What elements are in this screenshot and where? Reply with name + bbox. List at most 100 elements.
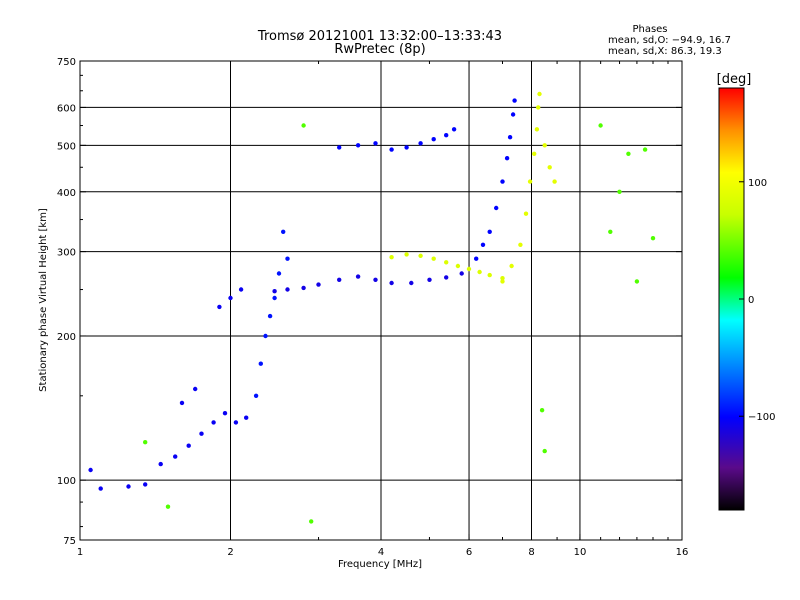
data-point: [542, 448, 547, 454]
data-point: [272, 295, 277, 301]
data-point: [228, 295, 233, 301]
data-point: [510, 112, 516, 117]
data-point: [337, 145, 342, 150]
data-point: [507, 135, 513, 140]
data-point: [281, 229, 286, 234]
data-point: [536, 105, 541, 110]
data-point: [409, 280, 414, 286]
data-point: [301, 123, 306, 128]
phase-mean-x: mean, sd,X: 86.3, 19.3: [608, 46, 722, 57]
data-point: [512, 98, 517, 103]
data-point: [598, 123, 603, 128]
y-tick-label: 200: [57, 332, 76, 343]
data-point: [158, 461, 163, 467]
data-point: [444, 260, 449, 265]
data-point: [487, 229, 492, 234]
data-point: [494, 205, 499, 211]
data-point: [431, 256, 436, 261]
data-point: [431, 137, 436, 142]
x-axis-ticks: 1 2 4 6 8 10 16: [77, 61, 689, 558]
gridlines: [80, 61, 682, 540]
data-point: [267, 313, 273, 319]
data-point: [534, 127, 540, 132]
data-point: [634, 279, 640, 284]
data-point: [466, 266, 472, 272]
data-point: [165, 504, 171, 509]
data-point: [238, 287, 244, 292]
chart-subtitle: RwPretec (8p): [334, 42, 425, 57]
data-point: [337, 277, 342, 282]
data-point: [617, 189, 622, 194]
colorbar-tick-label: 0: [748, 295, 754, 306]
data-point: [88, 467, 93, 473]
data-point: [642, 147, 648, 152]
y-tick-label: 300: [57, 248, 76, 259]
data-point: [285, 287, 290, 292]
data-point: [626, 151, 631, 156]
data-point: [404, 252, 409, 257]
data-point: [537, 91, 542, 97]
data-point: [504, 156, 510, 161]
y-tick-label: 600: [57, 103, 76, 114]
x-tick-label: 2: [227, 547, 233, 558]
data-point: [126, 484, 131, 489]
data-point: [285, 256, 290, 261]
data-point: [527, 179, 533, 184]
colorbar-label: [deg]: [717, 72, 752, 87]
data-point: [487, 272, 492, 278]
data-point: [500, 279, 505, 284]
data-point: [444, 275, 449, 280]
scatter-points: [88, 91, 656, 524]
x-tick-label: 8: [528, 547, 534, 558]
data-point: [518, 242, 523, 247]
data-point: [539, 408, 545, 413]
phase-heading: Phases: [632, 24, 667, 35]
data-point: [418, 141, 423, 146]
data-point: [233, 420, 239, 425]
data-point: [542, 143, 547, 148]
data-point: [244, 415, 249, 420]
data-point: [532, 151, 537, 156]
y-axis-label: Stationary phase Virtual Height [km]: [38, 208, 49, 392]
data-point: [199, 431, 204, 436]
y-tick-label: 500: [57, 141, 76, 152]
data-point: [389, 280, 394, 286]
y-tick-label: 75: [63, 536, 76, 547]
x-tick-label: 16: [676, 547, 689, 558]
colorbar-tick-label: 100: [748, 178, 767, 189]
data-point: [451, 127, 457, 132]
data-point: [444, 133, 449, 138]
data-point: [373, 277, 378, 282]
colorbar-ticks: 100 0 −100: [739, 178, 775, 423]
data-point: [309, 519, 314, 524]
data-point: [500, 179, 505, 184]
x-tick-label: 1: [77, 547, 83, 558]
data-point: [98, 486, 103, 491]
data-point: [474, 256, 479, 261]
data-point: [373, 141, 378, 146]
data-point: [253, 393, 259, 398]
data-point: [179, 400, 185, 406]
data-point: [427, 277, 432, 282]
data-point: [258, 361, 263, 366]
data-point: [459, 271, 464, 276]
y-tick-label: 750: [57, 57, 76, 68]
data-point: [272, 289, 277, 294]
data-point: [355, 143, 361, 148]
data-point: [404, 145, 409, 150]
data-point: [217, 304, 222, 310]
x-axis-label: Frequency [MHz]: [338, 559, 422, 570]
data-point: [480, 242, 486, 247]
data-point: [547, 165, 552, 170]
data-point: [173, 454, 178, 459]
data-point: [143, 482, 148, 487]
y-tick-label: 100: [57, 476, 76, 487]
data-point: [316, 282, 321, 287]
data-point: [355, 274, 361, 279]
chart-title: Tromsø 20121001 13:32:00–13:33:43: [257, 29, 502, 44]
phase-mean-o: mean, sd,O: −94.9, 16.7: [608, 35, 731, 46]
data-point: [389, 147, 394, 152]
data-point: [552, 179, 557, 184]
colorbar-tick-label: −100: [748, 412, 775, 423]
